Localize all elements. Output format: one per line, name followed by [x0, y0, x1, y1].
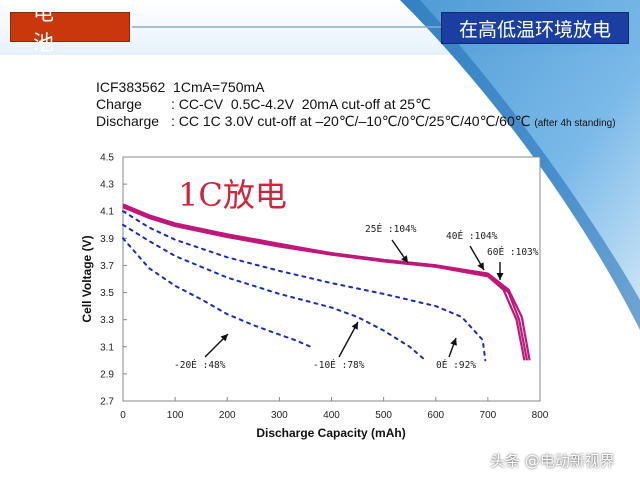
- series-line-5: [122, 223, 427, 362]
- y-tick-label: 3.9: [100, 234, 114, 245]
- y-tick-label: 3.1: [100, 342, 114, 353]
- x-tick-label: 300: [271, 410, 288, 421]
- y-axis: 2.7 2.9 3.1 3.3 3.5 3.7 3.9 4.1 4.3 4.5: [100, 153, 127, 408]
- y-tick-label: 3.5: [100, 288, 114, 299]
- info-charge-line: Charge : CC-CV 0.5C-4.2V 20mA cut-off at …: [96, 96, 431, 113]
- label-arrowhead: [351, 322, 358, 330]
- series-label: 40É :104%: [446, 230, 498, 242]
- series-label: 25É :104%: [365, 223, 417, 235]
- series-labels: 25É :104% 40É :104% 60É :103% -20É :48% -10É…: [174, 223, 539, 371]
- series-line-6: [122, 210, 487, 362]
- label-arrowhead: [496, 273, 504, 280]
- info-model-line: ICF383562 1CmA=750mA: [96, 79, 265, 95]
- series-line-2: [122, 204, 531, 361]
- y-axis-title: Cell Voltage (V): [80, 235, 94, 322]
- x-axis-title: Discharge Capacity (mAh): [256, 426, 405, 440]
- y-tick-label: 4.1: [100, 207, 114, 218]
- x-tick-label: 0: [120, 410, 126, 421]
- y-tick-label: 3.7: [100, 261, 114, 272]
- y-tick-label: 2.9: [100, 369, 114, 380]
- label-arrowhead: [477, 262, 484, 270]
- plot-area: [122, 156, 541, 402]
- x-tick-label: 800: [532, 410, 549, 421]
- info-discharge-line: Discharge : CC 1C 3.0V cut-off at –20℃/–1…: [96, 113, 616, 130]
- label-arrowhead: [450, 338, 457, 346]
- chart-annotation: 1C放电: [178, 176, 287, 214]
- discharge-note: (after 4h standing): [534, 118, 616, 129]
- charge-label: Charge: [96, 96, 142, 112]
- x-tick-label: 500: [375, 410, 392, 421]
- watermark: 头条 @电动新视界: [490, 452, 615, 470]
- series-group: [122, 203, 531, 362]
- y-tick-label: 4.5: [100, 153, 114, 164]
- charge-value: : CC-CV 0.5C-4.2V 20mA cut-off at 25℃: [171, 96, 431, 112]
- y-tick-label: 2.7: [100, 397, 114, 408]
- x-tick-label: 400: [323, 410, 340, 421]
- series-label: -20É :48%: [174, 359, 226, 371]
- x-tick-label: 600: [427, 410, 444, 421]
- discharge-label: Discharge: [96, 113, 160, 129]
- label-arrowhead: [220, 334, 228, 342]
- y-tick-label: 3.3: [100, 315, 114, 326]
- x-tick-label: 700: [480, 410, 497, 421]
- y-tick-label: 4.3: [100, 180, 114, 191]
- series-line-3: [122, 206, 526, 361]
- x-axis: 0 100 200 300 400 500 600 700 800: [120, 397, 549, 421]
- series-label: 60É :103%: [487, 246, 539, 258]
- discharge-value: : CC 1C 3.0V cut-off at –20℃/–10℃/0℃/25℃…: [171, 113, 531, 129]
- series-label: -10É :78%: [313, 359, 365, 371]
- label-arrowhead: [401, 255, 408, 263]
- series-line-4: [122, 237, 312, 348]
- x-tick-label: 100: [167, 410, 184, 421]
- blue-wedge: [400, 0, 640, 330]
- x-tick-label: 200: [219, 410, 236, 421]
- series-label: 0É :92%: [436, 359, 476, 371]
- section-title: 在高低温环境放电: [441, 12, 629, 44]
